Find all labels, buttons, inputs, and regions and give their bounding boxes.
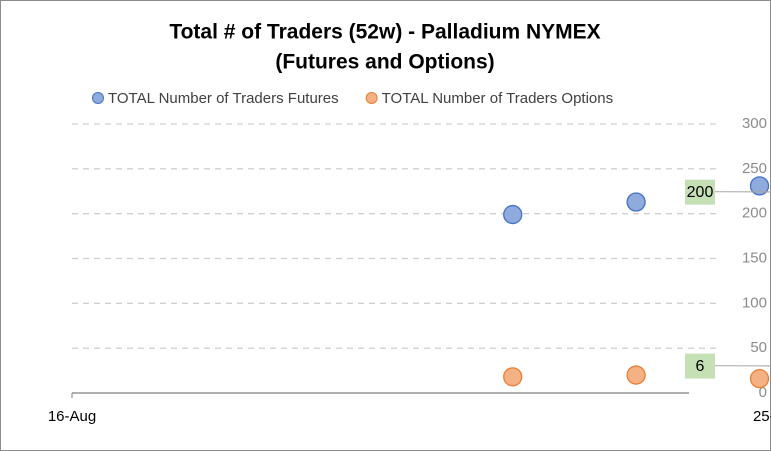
y-tick-label: 0 (759, 384, 767, 401)
data-point (749, 176, 770, 196)
data-label: 6 (696, 358, 705, 375)
legend-label: TOTAL Number of Traders Options (382, 90, 613, 107)
y-tick-label: 200 (742, 205, 767, 222)
legend-marker (365, 92, 378, 104)
callout-box (685, 179, 715, 205)
x-tick-label: 25-Sep (753, 408, 771, 425)
x-tick-label: 16-Aug (48, 408, 96, 425)
data-label: 200 (687, 184, 714, 201)
y-tick-label: 300 (742, 115, 767, 132)
data-point (503, 204, 523, 225)
y-tick-label: 100 (742, 294, 767, 311)
data-point (626, 365, 646, 385)
data-point (626, 192, 646, 212)
chart-title: (Futures and Options) (275, 51, 494, 74)
y-tick-label: 50 (750, 339, 767, 356)
y-tick-label: 150 (742, 249, 767, 266)
callout-box (685, 353, 715, 379)
chart-title: Total # of Traders (52w) - Palladium NYM… (169, 21, 600, 44)
data-point (749, 369, 770, 389)
y-tick-label: 250 (742, 160, 767, 177)
data-point (503, 367, 523, 387)
legend-marker (92, 92, 104, 104)
legend-label: TOTAL Number of Traders Futures (108, 90, 339, 107)
